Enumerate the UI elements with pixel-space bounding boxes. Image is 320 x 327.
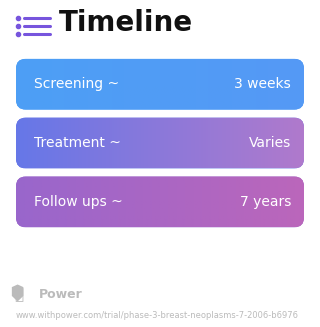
FancyBboxPatch shape [16, 59, 304, 110]
FancyBboxPatch shape [16, 177, 304, 227]
Polygon shape [12, 284, 23, 301]
Text: Varies: Varies [249, 136, 291, 150]
Text: 7 years: 7 years [240, 195, 291, 209]
Text: Screening ~: Screening ~ [34, 77, 119, 91]
Text: www.withpower.com/trial/phase-3-breast-neoplasms-7-2006-b6976: www.withpower.com/trial/phase-3-breast-n… [16, 311, 299, 320]
Text: Power: Power [38, 288, 82, 301]
Text: Treatment ~: Treatment ~ [34, 136, 120, 150]
FancyBboxPatch shape [16, 118, 304, 168]
Text: Timeline: Timeline [59, 9, 193, 37]
Text: 3 weeks: 3 weeks [235, 77, 291, 91]
Text: Follow ups ~: Follow ups ~ [34, 195, 122, 209]
Text: ␧: ␧ [15, 287, 24, 302]
